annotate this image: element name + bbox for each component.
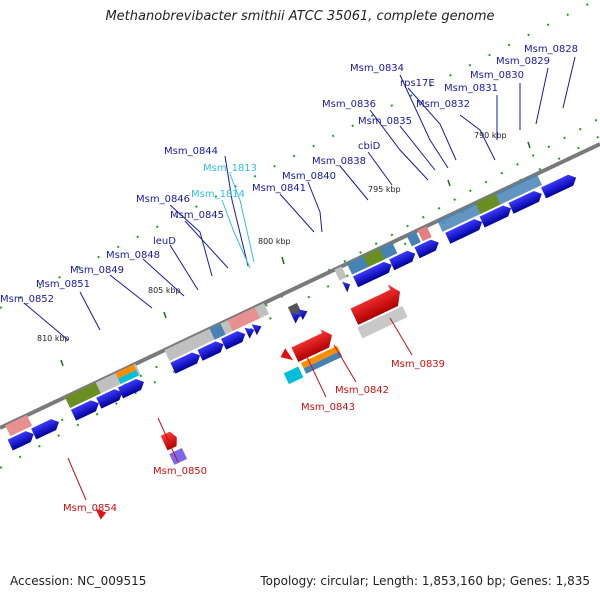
label-cbid: cbiD [358,141,381,152]
label-leaders-top [23,56,576,341]
label-msm0832: Msm_0832 [416,99,470,110]
label-msm0845: Msm_0845 [170,210,224,221]
scale-tick-805: 805 kbp [148,286,181,295]
label-msm1814: Msm_1814 [191,189,245,200]
label-msm0836: Msm_0836 [322,99,376,110]
label-msm1813: Msm_1813 [203,163,257,174]
topology-text: Topology: circular; Length: 1,853,160 bp… [260,574,590,588]
label-msm0849: Msm_0849 [70,265,124,276]
feature-boxes-top [5,174,542,437]
label-msm0831: Msm_0831 [444,83,498,94]
label-leud: leuD [153,236,176,247]
map-title: Methanobrevibacter smithii ATCC 35061, c… [105,9,495,24]
label-msm0844: Msm_0844 [164,146,218,157]
label-msm0834: Msm_0834 [350,63,404,74]
label-msm0838: Msm_0838 [312,156,366,167]
label-msm0828: Msm_0828 [524,44,578,55]
label-msm0842: Msm_0842 [335,385,389,396]
forward-labels: Msm_0828 Msm_0829 Msm_0830 Msm_0831 Msm_… [0,44,578,305]
label-msm0829: Msm_0829 [496,56,550,67]
reverse-genes [95,284,408,520]
label-msm0830: Msm_0830 [470,70,524,81]
scale-tick-810: 810 kbp [37,334,70,343]
label-msm0852: Msm_0852 [0,294,54,305]
label-rps17e: rps17E [400,78,435,89]
scale-tick-800: 800 kbp [258,237,291,246]
label-leaders-cyan [221,173,255,269]
scale-tick-790: 790 kbp [474,131,507,140]
accession-text: Accession: NC_009515 [10,574,147,588]
forward-genes [7,174,577,451]
label-msm0850: Msm_0850 [153,466,207,477]
label-msm0854: Msm_0854 [63,503,117,514]
label-leaders-bottom [67,317,413,501]
label-msm0843: Msm_0843 [301,402,355,413]
reverse-labels: Msm_0839 Msm_0842 Msm_0843 Msm_0850 Msm_… [63,359,445,514]
label-msm0851: Msm_0851 [36,279,90,290]
label-msm0841: Msm_0841 [252,183,306,194]
label-msm0846: Msm_0846 [136,194,190,205]
label-msm0840: Msm_0840 [282,171,336,182]
scale-tick-marks [60,141,531,367]
scale-tick-795: 795 kbp [368,185,401,194]
label-msm0835: Msm_0835 [358,116,412,127]
label-msm0839: Msm_0839 [391,359,445,370]
label-msm0848: Msm_0848 [106,250,160,261]
